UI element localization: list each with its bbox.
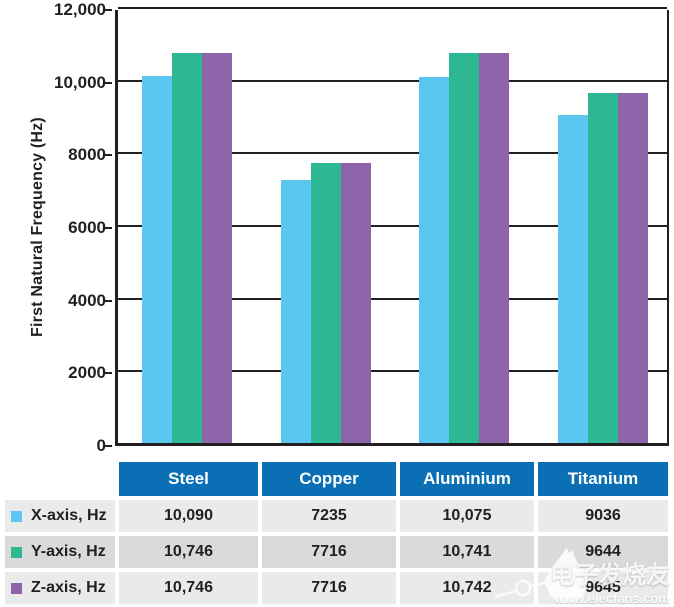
gridline-8000: [118, 152, 667, 155]
y-axis-tick: [105, 372, 112, 375]
bar-steel-y-axis-hz: [172, 52, 203, 443]
value-aluminium-y-axis-hz: 10,741: [400, 536, 534, 568]
y-axis-tick-label: 4000: [68, 290, 106, 310]
bar-copper-x-axis-hz: [280, 180, 311, 443]
bar-copper-z-axis-hz: [340, 162, 371, 443]
value-copper-z-axis-hz: 7716: [262, 572, 396, 604]
y-axis-tick: [105, 227, 112, 229]
value-steel-z-axis-hz: 10,746: [119, 572, 258, 604]
value-copper-x-axis-hz: 7235: [262, 500, 396, 532]
bar-aluminium-y-axis-hz: [449, 52, 480, 443]
row-label-text: Y-axis, Hz: [31, 543, 106, 560]
row-label-y-axis-hz: Y-axis, Hz: [5, 536, 115, 568]
gridline-6000: [118, 225, 667, 227]
value-titanium-y-axis-hz: 9644: [538, 536, 668, 568]
y-axis-tick: [105, 9, 112, 11]
gridline-12000: [118, 7, 667, 9]
table-header-copper: Copper: [262, 462, 396, 496]
table-header-steel: Steel: [119, 462, 258, 496]
legend-swatch-x-axis-hz: [11, 510, 22, 522]
y-axis-tick-label: 2000: [68, 363, 106, 383]
y-axis-tick: [105, 81, 112, 84]
bar-titanium-y-axis-hz: [587, 92, 618, 443]
y-axis-tick: [105, 299, 112, 302]
legend-swatch-z-axis-hz: [11, 582, 22, 594]
bar-aluminium-x-axis-hz: [419, 76, 450, 443]
y-axis-tick-label: 10,000: [54, 72, 106, 92]
row-label-x-axis-hz: X-axis, Hz: [5, 500, 115, 532]
value-titanium-x-axis-hz: 9036: [538, 500, 668, 532]
y-axis-tick-label: 8000: [68, 145, 106, 165]
gridline-10000: [118, 79, 667, 82]
value-steel-x-axis-hz: 10,090: [119, 500, 258, 532]
table-header-aluminium: Aluminium: [400, 462, 534, 496]
gridline-2000: [118, 370, 667, 373]
row-label-text: X-axis, Hz: [31, 507, 107, 524]
plot-area: [115, 7, 669, 446]
gridline-4000: [118, 297, 667, 300]
bar-titanium-x-axis-hz: [557, 114, 588, 443]
table-header-titanium: Titanium: [538, 462, 668, 496]
bar-aluminium-z-axis-hz: [479, 52, 510, 443]
bar-steel-z-axis-hz: [202, 52, 233, 443]
bar-steel-x-axis-hz: [142, 76, 173, 443]
value-titanium-z-axis-hz: 9645: [538, 572, 668, 604]
value-aluminium-z-axis-hz: 10,742: [400, 572, 534, 604]
bar-copper-y-axis-hz: [310, 162, 341, 443]
row-label-text: Z-axis, Hz: [31, 579, 106, 596]
value-steel-y-axis-hz: 10,746: [119, 536, 258, 568]
value-aluminium-x-axis-hz: 10,075: [400, 500, 534, 532]
legend-swatch-y-axis-hz: [11, 546, 22, 558]
y-axis-tick-label: 12,000: [54, 0, 106, 19]
value-copper-y-axis-hz: 7716: [262, 536, 396, 568]
bar-titanium-z-axis-hz: [617, 92, 648, 443]
y-axis-tick-label: 0: [96, 436, 106, 455]
y-axis-tick-label: 6000: [68, 218, 106, 237]
y-axis-tick: [105, 154, 112, 157]
table-corner-cell: [5, 462, 115, 496]
row-label-z-axis-hz: Z-axis, Hz: [5, 572, 115, 604]
y-axis-tick: [105, 445, 112, 447]
data-table: Steel Copper Aluminium Titanium X-axis, Hz 10…: [5, 462, 668, 604]
